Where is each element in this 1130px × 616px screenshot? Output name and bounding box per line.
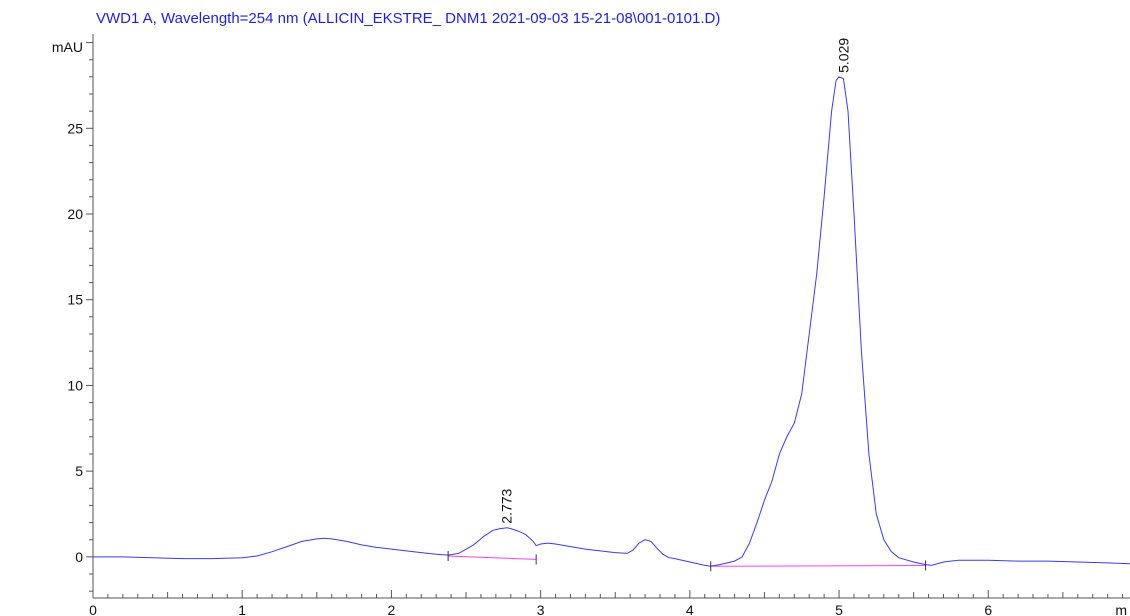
x-tick-label: 6 [984,602,992,616]
peak-retention-label: 5.029 [835,38,851,73]
integration-baseline [448,555,537,560]
x-tick-label: 3 [537,602,545,616]
y-axis-unit-label: mAU [52,39,83,55]
signal-trace [93,76,1130,567]
x-tick-label: 4 [686,602,694,616]
chart-title: VWD1 A, Wavelength=254 nm (ALLICIN_EKSTR… [96,10,721,27]
x-tick-label: 0 [89,602,97,616]
y-tick-label: 15 [67,292,83,308]
x-tick-label: 2 [388,602,396,616]
y-tick-label: 10 [67,377,83,393]
y-tick-label: 20 [67,206,83,222]
y-tick-label: 25 [67,120,83,136]
y-tick-label: 0 [75,549,83,565]
x-tick-label: 5 [835,602,843,616]
peak-retention-label: 2.773 [499,488,515,523]
x-axis-unit-label: m [1115,602,1127,616]
integration-baseline [710,564,926,567]
x-tick-label: 1 [238,602,246,616]
y-tick-label: 5 [75,463,83,479]
